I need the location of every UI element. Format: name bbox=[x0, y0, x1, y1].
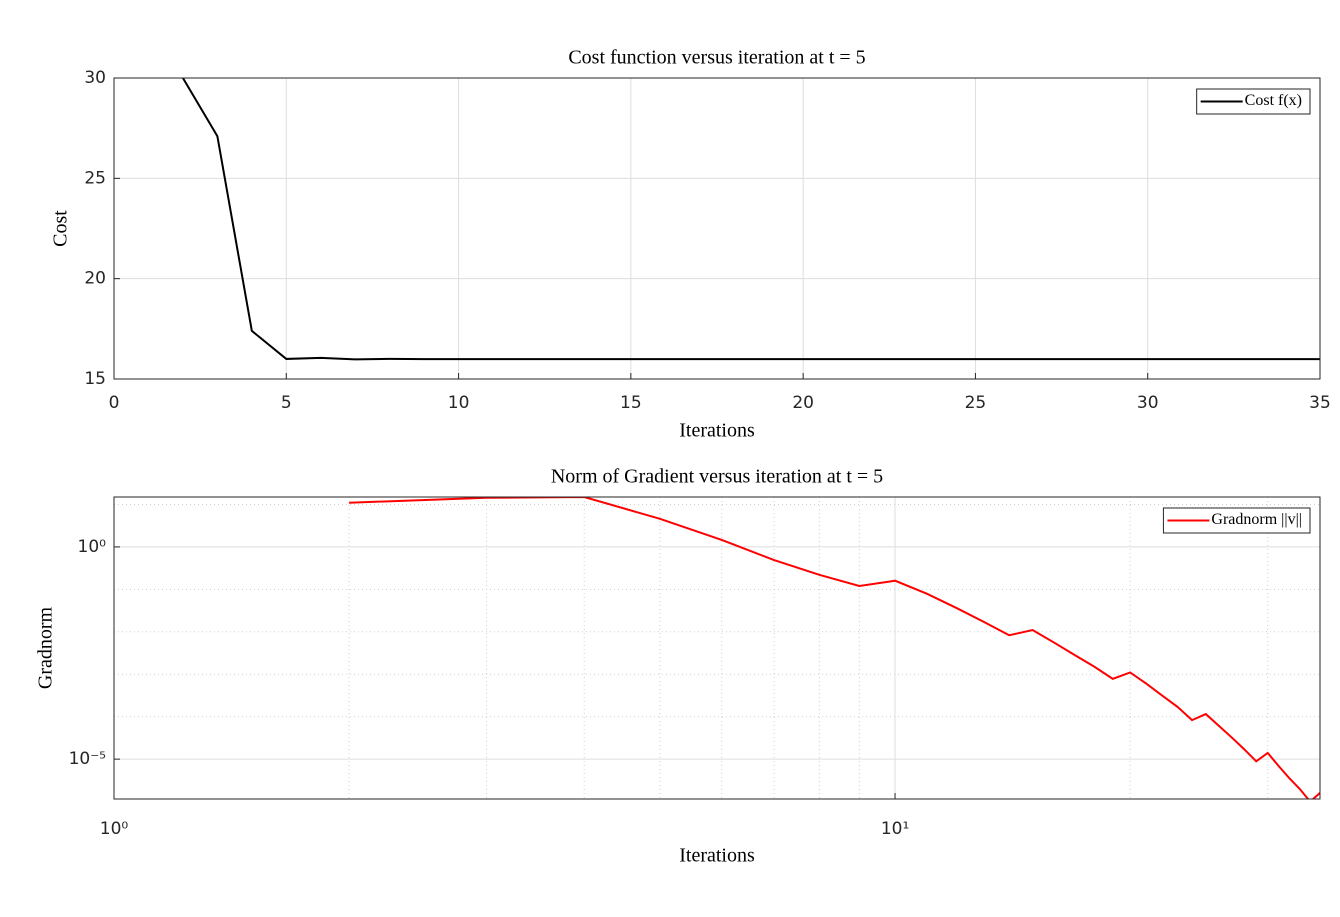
x-tick-label: 10¹ bbox=[881, 819, 909, 839]
x-axis-label: Iterations bbox=[679, 845, 755, 867]
x-tick-label: 10⁰ bbox=[100, 819, 129, 839]
x-tick-label: 0 bbox=[109, 393, 120, 413]
x-tick-label: 20 bbox=[792, 393, 814, 413]
y-tick-label: 15 bbox=[84, 369, 106, 389]
data-line bbox=[349, 497, 1320, 799]
data-line bbox=[182, 78, 1320, 361]
chart-title: Norm of Gradient versus iteration at t =… bbox=[551, 466, 883, 488]
y-tick-label: 10⁰ bbox=[78, 537, 107, 557]
axes-box bbox=[113, 77, 1321, 380]
legend: Gradnorm ||v|| bbox=[1162, 507, 1311, 534]
x-tick-label: 5 bbox=[281, 393, 292, 413]
plot-area bbox=[114, 78, 1320, 379]
legend-label: Gradnorm ||v|| bbox=[1211, 511, 1302, 528]
x-tick-label: 10 bbox=[448, 393, 470, 413]
x-axis-label: Iterations bbox=[679, 420, 755, 442]
chart-title: Cost function versus iteration at t = 5 bbox=[568, 47, 865, 69]
x-tick-label: 30 bbox=[1137, 393, 1159, 413]
x-tick-label: 15 bbox=[620, 393, 642, 413]
x-tick-label: 25 bbox=[965, 393, 987, 413]
x-tick-label: 35 bbox=[1309, 393, 1331, 413]
legend: Cost f(x) bbox=[1196, 88, 1311, 115]
axes-box bbox=[113, 496, 1321, 800]
y-tick-label: 25 bbox=[84, 168, 106, 188]
legend-label: Cost f(x) bbox=[1245, 92, 1302, 109]
y-axis-label: Gradnorm bbox=[35, 606, 57, 689]
y-tick-label: 20 bbox=[84, 269, 106, 289]
y-tick-label: 30 bbox=[84, 68, 106, 88]
y-tick-label: 10⁻⁵ bbox=[69, 749, 106, 769]
y-axis-label: Cost bbox=[50, 210, 72, 247]
plot-area bbox=[114, 497, 1320, 799]
